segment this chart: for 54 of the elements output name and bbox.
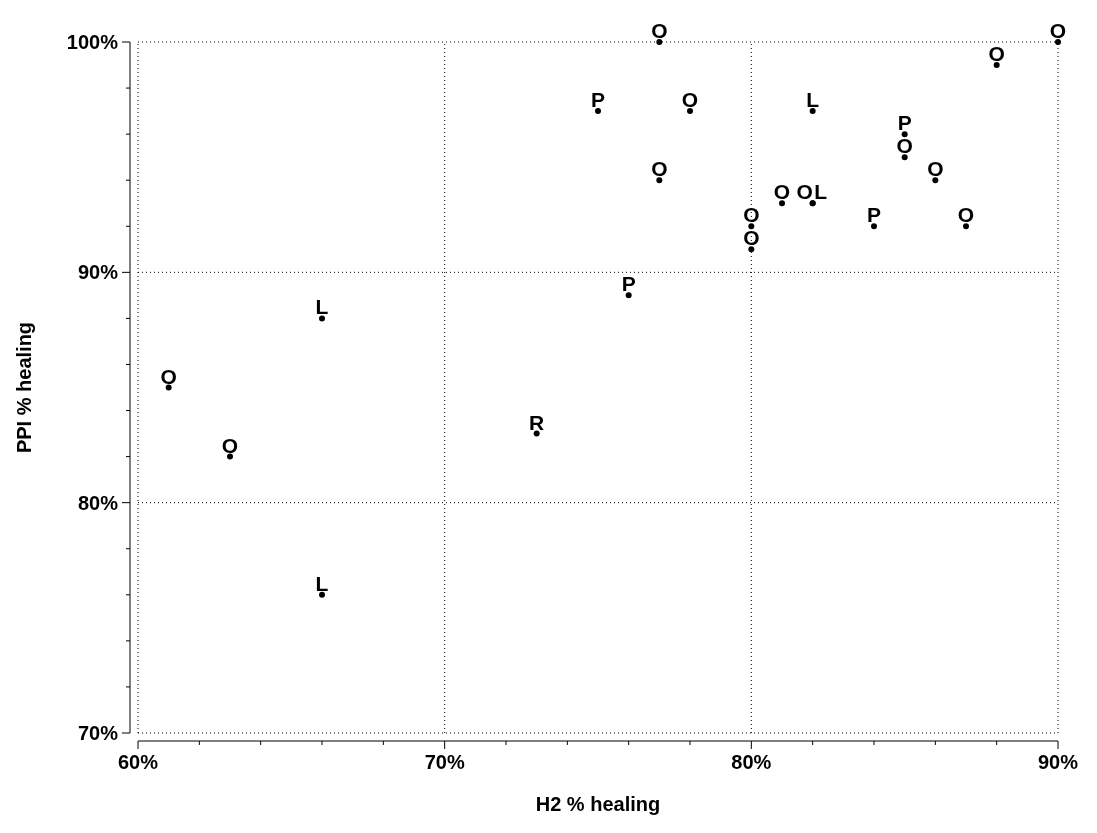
text: L bbox=[315, 295, 329, 319]
text: O bbox=[221, 433, 239, 457]
y-tick-label: 80% bbox=[77, 491, 119, 514]
text: O bbox=[957, 203, 975, 227]
series-label: L bbox=[814, 180, 828, 204]
text: P bbox=[621, 272, 636, 296]
y-tick-label: 90% bbox=[77, 261, 119, 284]
point bbox=[533, 430, 540, 437]
text: O bbox=[160, 364, 177, 388]
point bbox=[963, 223, 969, 230]
x-tick-label: 90% bbox=[1037, 751, 1079, 773]
series-label: P bbox=[897, 111, 912, 135]
x-tick-label: 60% bbox=[117, 751, 159, 773]
y-axis-title: PPI % healing bbox=[13, 321, 35, 454]
series-label: O bbox=[796, 180, 813, 204]
point bbox=[901, 154, 908, 161]
text: O bbox=[743, 203, 760, 227]
x-tick-label: 70% bbox=[424, 751, 465, 773]
point bbox=[656, 39, 663, 45]
point bbox=[165, 384, 172, 391]
point bbox=[319, 315, 325, 322]
text: O bbox=[896, 134, 913, 158]
text: O bbox=[681, 88, 699, 112]
point bbox=[625, 292, 632, 299]
text: O bbox=[743, 226, 760, 250]
point bbox=[656, 177, 663, 184]
point bbox=[1055, 39, 1061, 45]
y-tick-label: 100% bbox=[66, 31, 119, 53]
point bbox=[779, 200, 785, 207]
point bbox=[901, 131, 908, 138]
point bbox=[748, 223, 755, 230]
point bbox=[993, 62, 1000, 69]
text: L bbox=[806, 88, 820, 112]
text: O bbox=[1049, 19, 1067, 42]
point bbox=[809, 108, 816, 115]
text: L bbox=[315, 571, 329, 595]
series-label: R bbox=[529, 410, 545, 434]
point bbox=[932, 177, 939, 184]
text: O bbox=[651, 19, 668, 42]
point bbox=[227, 453, 233, 460]
point bbox=[748, 246, 755, 253]
x-tick-label: 80% bbox=[731, 751, 772, 773]
text: O bbox=[651, 157, 668, 181]
text: O bbox=[773, 180, 791, 204]
text: O bbox=[927, 157, 944, 181]
point bbox=[319, 591, 325, 598]
text: P bbox=[590, 88, 606, 112]
x-axis-title: H2 % healing bbox=[535, 793, 661, 815]
point bbox=[871, 223, 877, 230]
y-tick-label: 70% bbox=[77, 722, 119, 744]
text: P bbox=[866, 203, 882, 227]
text: O bbox=[988, 42, 1005, 66]
point bbox=[595, 108, 601, 115]
point bbox=[687, 108, 693, 115]
